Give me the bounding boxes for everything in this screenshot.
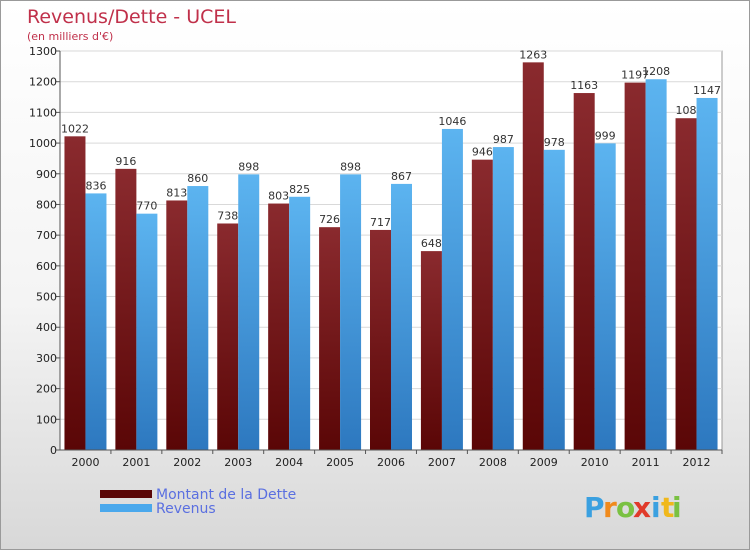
- bar-revenus-2002: [187, 186, 209, 451]
- bars: [64, 62, 718, 451]
- bar-revenus-2007: [441, 128, 463, 450]
- logo-letter: P: [584, 491, 605, 524]
- bar-revenus-2010: [594, 143, 616, 450]
- value-label: 860: [187, 172, 208, 185]
- bar-dette-2009: [522, 62, 544, 451]
- value-label: 1163: [570, 79, 598, 92]
- bar-dette-2011: [624, 82, 646, 451]
- bar-revenus-2011: [645, 79, 667, 450]
- value-label: 648: [421, 237, 442, 250]
- x-tick-label: 2007: [428, 456, 456, 469]
- y-tick-label: 700: [36, 229, 57, 242]
- bar-dette-2002: [166, 200, 188, 450]
- bar-dette-2003: [217, 223, 239, 450]
- value-label: 738: [217, 209, 238, 222]
- y-tick-label: 500: [36, 291, 57, 304]
- proxiti-logo: Pr ox i ti: [584, 491, 682, 524]
- value-label: 946: [472, 146, 493, 159]
- logo-letter: i: [672, 491, 682, 524]
- x-tick-label: 2004: [275, 456, 303, 469]
- y-tick-label: 1100: [29, 106, 57, 119]
- y-tick-label: 400: [36, 321, 57, 334]
- y-tick-label: 0: [50, 444, 57, 457]
- y-tick-label: 100: [36, 413, 57, 426]
- x-tick-label: 2005: [326, 456, 354, 469]
- legend-label: Revenus: [156, 501, 216, 517]
- x-tick-label: 2003: [224, 456, 252, 469]
- x-axis: 2000 2001 2002 2003 2004 2005 2006 2007 2008 2009…: [60, 449, 723, 469]
- bar-dette-2005: [319, 227, 341, 450]
- y-tick-label: 900: [36, 168, 57, 181]
- value-label: 803: [268, 190, 289, 203]
- y-tick-label: 600: [36, 260, 57, 273]
- value-label: 916: [115, 155, 136, 168]
- value-label: 867: [391, 170, 412, 183]
- bar-revenus-2009: [543, 149, 565, 450]
- bar-dette-2007: [420, 251, 442, 450]
- y-tick-label: 1200: [29, 76, 57, 89]
- bar-revenus-2008: [492, 147, 514, 450]
- value-label: 898: [340, 160, 361, 173]
- value-label: 717: [370, 216, 391, 229]
- value-label: 726: [319, 213, 340, 226]
- legend-swatch: [100, 504, 152, 512]
- value-label: 108: [676, 104, 697, 117]
- bar-dette-2012: [675, 118, 697, 450]
- x-tick-label: 2002: [173, 456, 201, 469]
- logo-letter: r: [603, 491, 617, 524]
- value-label: 987: [493, 133, 514, 146]
- value-label: 999: [595, 129, 616, 142]
- bar-dette-2010: [573, 93, 595, 450]
- bar-dette-2008: [471, 159, 493, 451]
- logo-letter: i: [651, 491, 661, 524]
- bar-revenus-2001: [136, 213, 158, 450]
- value-label: 1263: [519, 48, 547, 61]
- bar-revenus-2003: [238, 174, 260, 451]
- x-tick-label: 2010: [581, 456, 609, 469]
- value-label: 836: [85, 179, 106, 192]
- y-tick-label: 1000: [29, 137, 57, 150]
- bar-dette-2004: [268, 203, 290, 450]
- value-label: 978: [544, 136, 565, 149]
- bar-dette-2000: [64, 136, 86, 450]
- chart-title: Revenus/Dette - UCEL: [27, 6, 236, 28]
- x-tick-label: 2012: [683, 456, 711, 469]
- legend-label: Montant de la Dette: [156, 487, 296, 503]
- logo-letter: o: [616, 491, 635, 524]
- value-label: 1147: [693, 84, 721, 97]
- x-tick-label: 2006: [377, 456, 405, 469]
- y-tick-label: 1300: [29, 45, 57, 58]
- bar-revenus-2000: [85, 193, 107, 451]
- x-tick-label: 2011: [632, 456, 660, 469]
- bar-revenus-2005: [340, 174, 362, 451]
- x-tick-label: 2008: [479, 456, 507, 469]
- logo-letter: t: [661, 491, 674, 524]
- logo-letter: x: [633, 491, 651, 524]
- x-tick-label: 2000: [71, 456, 99, 469]
- bar-dette-2001: [115, 168, 137, 450]
- value-label: 1046: [438, 115, 466, 128]
- y-tick-label: 200: [36, 383, 57, 396]
- x-tick-label: 2001: [122, 456, 150, 469]
- x-tick-label: 2009: [530, 456, 558, 469]
- value-label: 1197: [621, 69, 649, 82]
- chart-subtitle: (en milliers d'€): [27, 30, 113, 43]
- legend-swatch: [100, 490, 152, 498]
- y-axis: 0 100 200 300 400 500 600 700 800 900 1000 1100 1200…: [29, 45, 61, 457]
- bar-revenus-2006: [391, 183, 412, 450]
- value-label: 1208: [642, 65, 670, 78]
- value-label: 813: [166, 186, 187, 199]
- value-label: 825: [289, 183, 310, 196]
- value-label: 898: [238, 160, 259, 173]
- bar-revenus-2004: [289, 196, 311, 450]
- y-tick-label: 300: [36, 352, 57, 365]
- bar-dette-2006: [370, 229, 391, 450]
- value-label: 1022: [61, 122, 89, 135]
- value-label: 770: [136, 200, 157, 213]
- y-tick-label: 800: [36, 198, 57, 211]
- bar-revenus-2012: [696, 97, 718, 450]
